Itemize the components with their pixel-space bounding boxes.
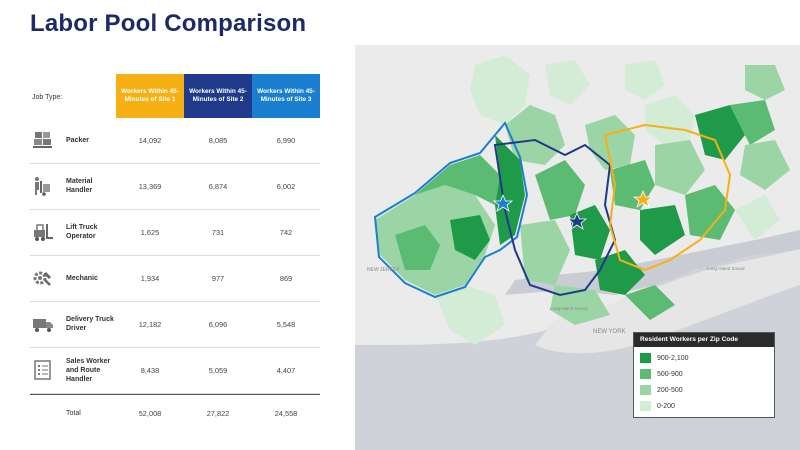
legend-swatch (640, 369, 651, 379)
cell-site-2: 977 (211, 273, 225, 283)
column-header-site-3: Workers Within 45-Minutes of Site 3 (252, 74, 320, 118)
cell-site-1: 13,369 (138, 181, 162, 191)
new-york-label: NEW YORK (593, 329, 626, 335)
cell-site-3: 6,990 (276, 135, 296, 145)
site-1-star-icon[interactable] (632, 189, 654, 208)
row-label: Lift Truck Operator (66, 224, 98, 240)
cell-site-1: 12,182 (138, 319, 162, 329)
long-island-sound-label: Long Island Sound (550, 306, 588, 311)
cell-site-2: 6,874 (208, 181, 228, 191)
long-island-sound-label-2: Long Island Sound (707, 266, 745, 271)
cell-site-3: 742 (279, 227, 293, 237)
truck-icon (33, 319, 53, 332)
packer-icon (33, 132, 52, 148)
cell-site-3: 5,548 (276, 319, 296, 329)
cell-site-3: 4,407 (276, 365, 296, 375)
page-title: Labor Pool Comparison (30, 10, 307, 37)
cell-site-1: 8,438 (140, 365, 160, 375)
cell-site-1: 1,625 (140, 227, 160, 237)
legend-label: 500-900 (657, 370, 683, 378)
site-2-star-icon[interactable] (566, 211, 588, 230)
cell-site-2: 731 (211, 227, 225, 237)
site-2-boundary (493, 138, 617, 297)
row-label: Sales Worker and Route Handler (66, 357, 111, 383)
checklist-icon (34, 360, 51, 380)
legend-label: 0-200 (657, 402, 675, 410)
total-site-3: 24,558 (274, 408, 298, 418)
table-header: Job Type: Workers Within 45-Minutes of S… (30, 74, 320, 118)
zip-regions (375, 55, 790, 345)
gear-wrench-icon (33, 271, 51, 286)
labor-map: NEW JERSEY NEW YORK Long Island Sound Lo… (355, 45, 800, 450)
sound-water (505, 230, 800, 295)
legend-label: 900-2,100 (657, 354, 689, 362)
table-row: Lift Truck Operator 1,625 731 742 (30, 210, 320, 256)
job-type-label: Job Type: (32, 94, 63, 101)
legend-swatch (640, 401, 651, 411)
site-3-boundary (373, 121, 529, 299)
total-row: Total 52,008 27,822 24,558 (30, 394, 320, 431)
legend-item: 200-500 (640, 385, 683, 395)
site-3-star-icon[interactable] (492, 193, 514, 212)
table-row: Packer 14,092 8,085 6,990 (30, 118, 320, 164)
hand-truck-icon (35, 177, 50, 196)
total-site-1: 52,008 (138, 408, 162, 418)
cell-site-3: 869 (279, 273, 293, 283)
column-header-site-2: Workers Within 45-Minutes of Site 2 (184, 74, 252, 118)
cell-site-1: 14,092 (138, 135, 162, 145)
cell-site-1: 1,934 (140, 273, 160, 283)
map-legend: Resident Workers per Zip Code 900-2,100 … (633, 332, 775, 418)
total-label: Total (66, 409, 81, 417)
site-1-boundary (603, 123, 732, 272)
legend-item: 900-2,100 (640, 353, 689, 363)
legend-item: 500-900 (640, 369, 683, 379)
cell-site-2: 6,096 (208, 319, 228, 329)
table-row: Mechanic 1,934 977 869 (30, 256, 320, 302)
row-label: Material Handler (66, 178, 93, 194)
table-row: Delivery Truck Driver 12,182 6,096 5,548 (30, 302, 320, 348)
cell-site-3: 6,002 (276, 181, 296, 191)
legend-title: Resident Workers per Zip Code (634, 333, 774, 347)
cell-site-2: 8,085 (208, 135, 228, 145)
cell-site-2: 5,059 (208, 365, 228, 375)
row-label: Delivery Truck Driver (66, 316, 114, 332)
row-label: Packer (66, 136, 89, 144)
legend-swatch (640, 385, 651, 395)
legend-swatch (640, 353, 651, 363)
total-site-2: 27,822 (206, 408, 230, 418)
labor-table: Job Type: Workers Within 45-Minutes of S… (30, 74, 320, 431)
legend-label: 200-500 (657, 386, 683, 394)
forklift-icon (34, 224, 53, 241)
row-label: Mechanic (66, 274, 98, 282)
new-jersey-label: NEW JERSEY (367, 267, 400, 273)
table-row: Sales Worker and Route Handler 8,438 5,0… (30, 348, 320, 394)
legend-item: 0-200 (640, 401, 675, 411)
table-row: Material Handler 13,369 6,874 6,002 (30, 164, 320, 210)
column-header-site-1: Workers Within 45-Minutes of Site 1 (116, 74, 184, 118)
